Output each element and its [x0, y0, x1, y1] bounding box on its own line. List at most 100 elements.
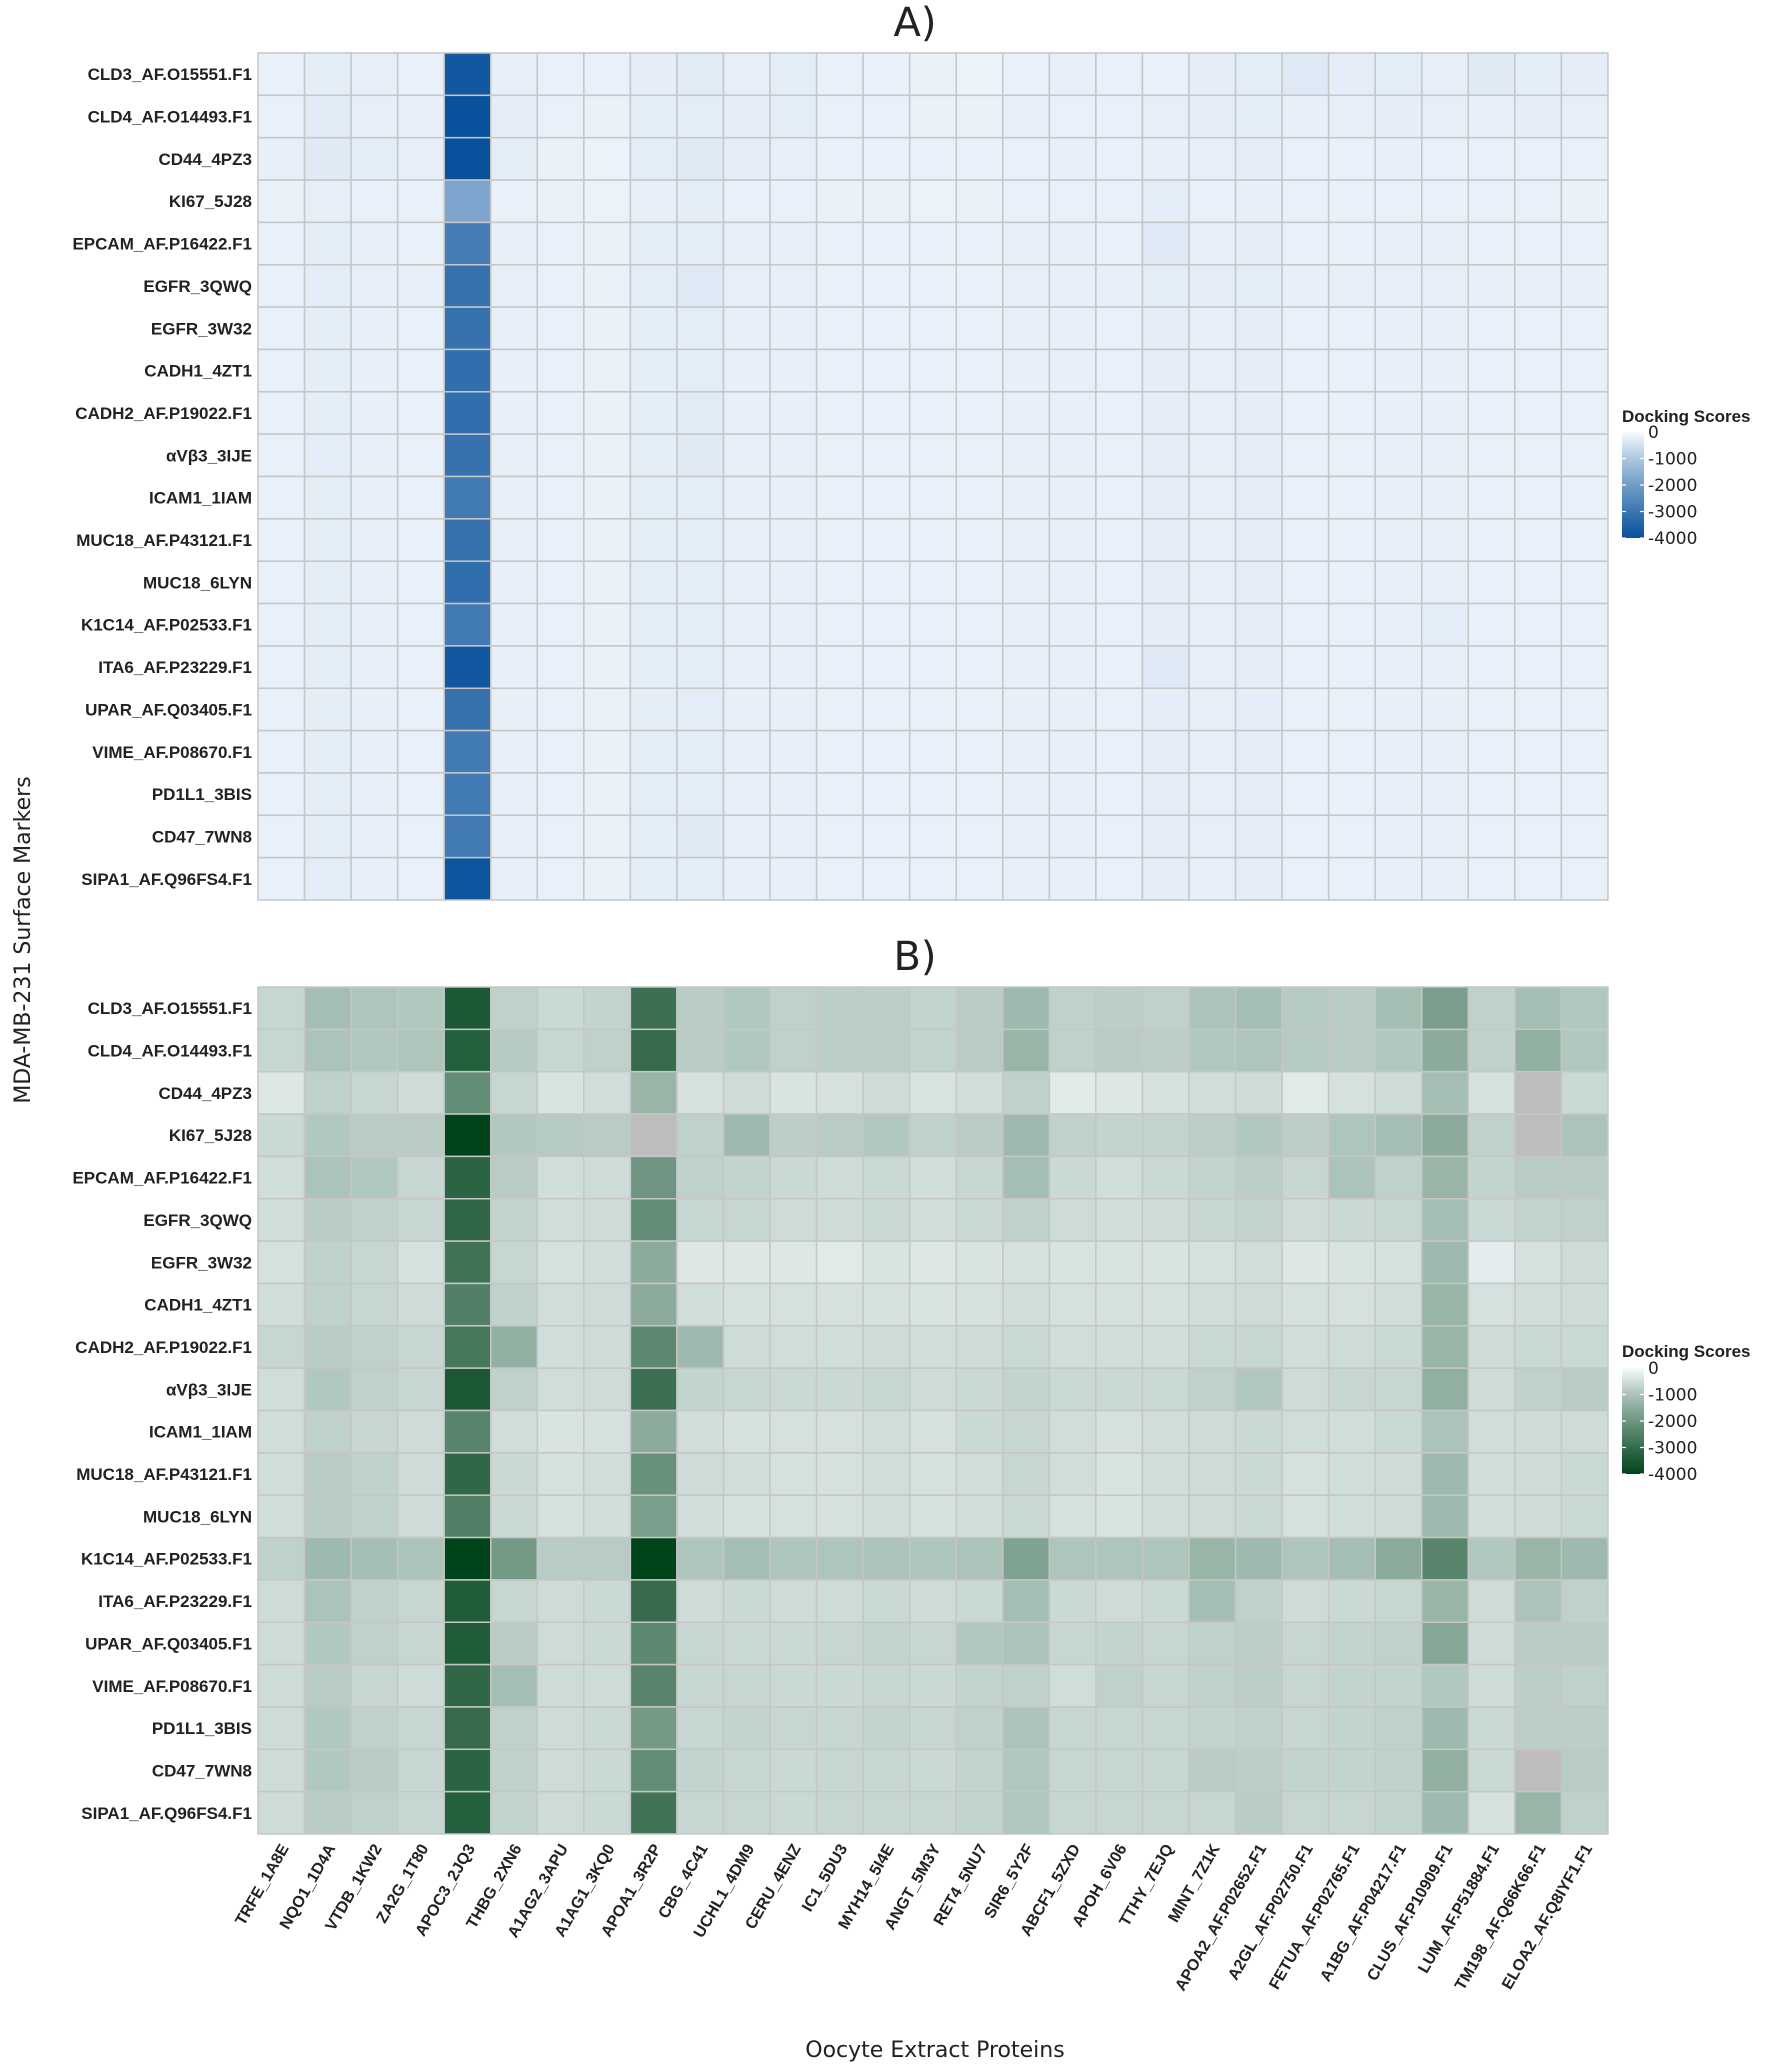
heatmap-cell[interactable]: αVβ3_3IJE × CERU_4ENZ: -170: [769, 433, 818, 478]
heatmap-cell[interactable]: CLD3_AF.O15551.F1 × APOH_6V06: -150: [1095, 52, 1144, 97]
heatmap-cell[interactable]: CD47_7WN8 × CBG_4C41: -650: [676, 1748, 725, 1793]
heatmap-cell[interactable]: CLD4_AF.O14493.F1 × TM198_AF.Q66K66.F1: …: [1514, 94, 1563, 139]
heatmap-cell[interactable]: VIME_AF.P08670.F1 × NQO1_1D4A: -200: [303, 729, 352, 774]
heatmap-cell[interactable]: ITA6_AF.P23229.F1 × ANGT_5M3Y: -500: [908, 1579, 958, 1624]
heatmap-cell[interactable]: VIME_AF.P08670.F1 × ZA2G_1T80: -160: [396, 729, 445, 774]
heatmap-cell[interactable]: VIME_AF.P08670.F1 × VTDB_1KW2: -600: [350, 1663, 399, 1708]
heatmap-cell[interactable]: VIME_AF.P08670.F1 × TM198_AF.Q66K66.F1: …: [1514, 1663, 1563, 1708]
heatmap-cell[interactable]: VIME_AF.P08670.F1 × NQO1_1D4A: -800: [303, 1663, 352, 1708]
heatmap-cell[interactable]: EPCAM_AF.P16422.F1 × VTDB_1KW2: -170: [350, 221, 399, 266]
heatmap-cell[interactable]: CLD3_AF.O15551.F1 × A1AG1_3KQ0: -650: [583, 986, 632, 1031]
heatmap-cell[interactable]: αVβ3_3IJE × A2GL_AF.P02750.F1: -500: [1281, 1367, 1330, 1412]
heatmap-cell[interactable]: CLD3_AF.O15551.F1 × IC1_5DU3: -160: [815, 52, 864, 97]
heatmap-cell[interactable]: SIPA1_AF.Q96FS4.F1 × ABCF1_5ZXD: -600: [1048, 1790, 1097, 1835]
heatmap-cell[interactable]: ICAM1_1IAM × THBG_2XN6: -170: [490, 475, 539, 520]
heatmap-cell[interactable]: EGFR_3QWQ × FETUA_AF.P02765.F1: -170: [1327, 264, 1376, 308]
heatmap-cell[interactable]: MUC18_6LYN × APOA2_AF.P02652.F1: -190: [1234, 560, 1283, 605]
heatmap-cell[interactable]: KI67_5J28 × UCHL1_4DM9: -1200: [722, 1113, 771, 1158]
heatmap-cell[interactable]: MUC18_6LYN × APOH_6V06: -350: [1095, 1494, 1144, 1539]
heatmap-cell[interactable]: UPAR_AF.Q03405.F1 × ANGT_5M3Y: -600: [908, 1621, 958, 1666]
heatmap-cell[interactable]: CLD4_AF.O14493.F1 × RET4_5NU7: -140: [955, 94, 1004, 139]
heatmap-cell[interactable]: CADH1_4ZT1 × CBG_4C41: -450: [676, 1282, 725, 1327]
heatmap-cell[interactable]: UPAR_AF.Q03405.F1 × SIR6_5Y2F: -170: [1002, 687, 1051, 732]
heatmap-cell[interactable]: EGFR_3W32 × APOA2_AF.P02652.F1: -190: [1234, 306, 1283, 351]
heatmap-cell[interactable]: CD47_7WN8 × ELOA2_AF.Q8IYF1.F1: -160: [1560, 814, 1609, 859]
heatmap-cell[interactable]: EGFR_3W32 × A2GL_AF.P02750.F1: -160: [1281, 306, 1330, 351]
heatmap-cell[interactable]: MUC18_AF.P43121.F1 × A1AG2_3APU: -400: [536, 1452, 585, 1496]
heatmap-cell[interactable]: ICAM1_1IAM × MINT_7Z1K: -500: [1188, 1409, 1237, 1454]
heatmap-cell[interactable]: SIPA1_AF.Q96FS4.F1 × A1AG2_3APU: -150: [536, 856, 585, 901]
heatmap-cell[interactable]: αVβ3_3IJE × TM198_AF.Q66K66.F1: -700: [1514, 1367, 1563, 1412]
heatmap-cell[interactable]: CADH2_AF.P19022.F1 × CLUS_AF.P10909.F1: …: [1421, 1325, 1470, 1369]
heatmap-cell[interactable]: KI67_5J28 × NQO1_1D4A: -900: [303, 1113, 352, 1158]
heatmap-cell[interactable]: ITA6_AF.P23229.F1 × CBG_4C41: -220: [676, 645, 725, 690]
heatmap-cell[interactable]: ITA6_AF.P23229.F1 × A1BG_AF.P04217.F1: -…: [1374, 645, 1423, 690]
heatmap-cell[interactable]: CD47_7WN8 × A2GL_AF.P02750.F1: -160: [1281, 814, 1330, 859]
heatmap-cell[interactable]: ITA6_AF.P23229.F1 × SIR6_5Y2F: -1100: [1002, 1579, 1051, 1624]
heatmap-cell[interactable]: MUC18_AF.P43121.F1 × VTDB_1KW2: -170: [350, 518, 399, 562]
heatmap-cell[interactable]: MUC18_6LYN × ZA2G_1T80: -500: [396, 1494, 445, 1539]
heatmap-cell[interactable]: ICAM1_1IAM × FETUA_AF.P02765.F1: -160: [1327, 475, 1376, 520]
heatmap-cell[interactable]: SIPA1_AF.Q96FS4.F1 × LUM_AF.P51884.F1: -…: [1467, 856, 1516, 901]
heatmap-cell[interactable]: CD44_4PZ3 × TRFE_1A8E: -300: [257, 1070, 306, 1115]
heatmap-cell[interactable]: PD1L1_3BIS × FETUA_AF.P02765.F1: -160: [1327, 772, 1376, 817]
heatmap-cell[interactable]: ICAM1_1IAM × CERU_4ENZ: -170: [769, 475, 818, 520]
heatmap-cell[interactable]: SIPA1_AF.Q96FS4.F1 × TTHY_7EJQ: -600: [1141, 1790, 1190, 1835]
heatmap-cell[interactable]: EPCAM_AF.P16422.F1 × CLUS_AF.P10909.F1: …: [1421, 1155, 1470, 1200]
heatmap-cell[interactable]: ITA6_AF.P23229.F1 × LUM_AF.P51884.F1: -5…: [1467, 1579, 1516, 1624]
heatmap-cell[interactable]: ICAM1_1IAM × CLUS_AF.P10909.F1: -170: [1421, 475, 1470, 520]
heatmap-cell[interactable]: EPCAM_AF.P16422.F1 × UCHL1_4DM9: -170: [722, 221, 771, 266]
heatmap-cell[interactable]: CLD3_AF.O15551.F1 × A2GL_AF.P02750.F1: -…: [1281, 986, 1330, 1031]
heatmap-cell[interactable]: K1C14_AF.P02533.F1 × ABCF1_5ZXD: -950: [1048, 1536, 1097, 1581]
heatmap-cell[interactable]: VIME_AF.P08670.F1 × IC1_5DU3: -550: [815, 1663, 864, 1708]
heatmap-cell[interactable]: CD47_7WN8 × THBG_2XN6: -170: [490, 814, 539, 859]
heatmap-cell[interactable]: CD47_7WN8 × MYH14_5I4E: -150: [862, 814, 911, 859]
heatmap-cell[interactable]: CADH2_AF.P19022.F1 × CBG_4C41: -1200: [676, 1325, 725, 1369]
heatmap-cell[interactable]: CD47_7WN8 × APOA2_AF.P02652.F1: -190: [1234, 814, 1283, 859]
heatmap-cell[interactable]: VIME_AF.P08670.F1 × MINT_7Z1K: -700: [1188, 1663, 1237, 1708]
heatmap-cell[interactable]: MUC18_AF.P43121.F1 × TTHY_7EJQ: -450: [1141, 1452, 1190, 1496]
heatmap-cell[interactable]: SIPA1_AF.Q96FS4.F1 × CERU_4ENZ: -550: [769, 1790, 818, 1835]
heatmap-cell[interactable]: ITA6_AF.P23229.F1 × APOH_6V06: -500: [1095, 1579, 1144, 1624]
heatmap-cell[interactable]: PD1L1_3BIS × MYH14_5I4E: -150: [862, 772, 911, 817]
heatmap-cell[interactable]: PD1L1_3BIS × TTHY_7EJQ: -190: [1141, 772, 1190, 817]
heatmap-cell[interactable]: KI67_5J28 × ZA2G_1T80: -800: [396, 1113, 445, 1158]
heatmap-cell[interactable]: CLD3_AF.O15551.F1 × IC1_5DU3: -750: [815, 986, 864, 1031]
heatmap-cell[interactable]: CADH1_4ZT1 × A1AG1_3KQ0: -140: [583, 348, 632, 393]
heatmap-cell[interactable]: CD44_4PZ3 × ZA2G_1T80: -180: [396, 136, 445, 181]
heatmap-cell[interactable]: CLD4_AF.O14493.F1 × RET4_5NU7: -800: [955, 1028, 1004, 1073]
heatmap-cell[interactable]: ICAM1_1IAM × CLUS_AF.P10909.F1: -1000: [1421, 1409, 1470, 1454]
heatmap-cell[interactable]: K1C14_AF.P02533.F1 × FETUA_AF.P02765.F1:…: [1327, 1536, 1376, 1581]
heatmap-cell[interactable]: PD1L1_3BIS × A2GL_AF.P02750.F1: -600: [1281, 1706, 1330, 1751]
heatmap-cell[interactable]: CADH2_AF.P19022.F1 × NQO1_1D4A: -200: [303, 391, 352, 435]
heatmap-cell[interactable]: CD44_4PZ3 × TRFE_1A8E: -170: [257, 136, 306, 181]
heatmap-cell[interactable]: PD1L1_3BIS × MINT_7Z1K: -650: [1188, 1706, 1237, 1751]
heatmap-cell[interactable]: UPAR_AF.Q03405.F1 × CBG_4C41: -600: [676, 1621, 725, 1666]
heatmap-cell[interactable]: SIPA1_AF.Q96FS4.F1 × THBG_2XN6: -170: [490, 856, 539, 901]
heatmap-cell[interactable]: CADH1_4ZT1 × APOA1_3R2P: -1500: [629, 1282, 678, 1327]
heatmap-cell[interactable]: CD47_7WN8 × APOH_6V06: -600: [1095, 1748, 1144, 1793]
heatmap-cell[interactable]: CADH1_4ZT1 × RET4_5NU7: -150: [955, 348, 1004, 393]
heatmap-cell[interactable]: αVβ3_3IJE × A1BG_AF.P04217.F1: -600: [1374, 1367, 1423, 1412]
heatmap-cell[interactable]: CLD4_AF.O14493.F1 × TTHY_7EJQ: -750: [1141, 1028, 1190, 1073]
heatmap-cell[interactable]: MUC18_AF.P43121.F1 × SIR6_5Y2F: -170: [1002, 518, 1051, 562]
heatmap-cell[interactable]: EGFR_3QWQ × TM198_AF.Q66K66.F1: -170: [1514, 264, 1563, 308]
heatmap-cell[interactable]: CADH2_AF.P19022.F1 × ELOA2_AF.Q8IYF1.F1:…: [1560, 391, 1609, 435]
heatmap-cell[interactable]: MUC18_6LYN × TM198_AF.Q66K66.F1: -500: [1514, 1494, 1563, 1539]
heatmap-cell[interactable]: CD47_7WN8 × APOH_6V06: -160: [1095, 814, 1144, 859]
heatmap-cell[interactable]: αVβ3_3IJE × APOA1_3R2P: -200: [629, 433, 678, 478]
heatmap-cell[interactable]: CLD4_AF.O14493.F1 × CBG_4C41: -210: [676, 94, 725, 139]
heatmap-cell[interactable]: SIPA1_AF.Q96FS4.F1 × ANGT_5M3Y: -150: [908, 856, 958, 901]
heatmap-cell[interactable]: EGFR_3QWQ × CBG_4C41: -280: [676, 264, 725, 308]
heatmap-cell[interactable]: CD47_7WN8 × VTDB_1KW2: -800: [350, 1748, 399, 1793]
heatmap-cell[interactable]: ICAM1_1IAM × ANGT_5M3Y: -150: [908, 475, 958, 520]
heatmap-cell[interactable]: CLD4_AF.O14493.F1 × LUM_AF.P51884.F1: -1…: [1467, 94, 1516, 139]
heatmap-cell[interactable]: CLD3_AF.O15551.F1 × TRFE_1A8E: -600: [257, 986, 306, 1031]
heatmap-cell[interactable]: CADH1_4ZT1 × IC1_5DU3: -150: [815, 348, 864, 393]
heatmap-cell[interactable]: CLD4_AF.O14493.F1 × THBG_2XN6: -850: [490, 1028, 539, 1073]
heatmap-cell[interactable]: ITA6_AF.P23229.F1 × TTHY_7EJQ: -280: [1141, 645, 1190, 690]
heatmap-cell[interactable]: EPCAM_AF.P16422.F1 × A1AG1_3KQ0: -140: [583, 221, 632, 266]
heatmap-cell[interactable]: EGFR_3QWQ × THBG_2XN6: -180: [490, 264, 539, 308]
heatmap-cell[interactable]: EPCAM_AF.P16422.F1 × APOA2_AF.P02652.F1:…: [1234, 1155, 1283, 1200]
heatmap-cell[interactable]: EGFR_3QWQ × MYH14_5I4E: -550: [862, 1198, 911, 1242]
